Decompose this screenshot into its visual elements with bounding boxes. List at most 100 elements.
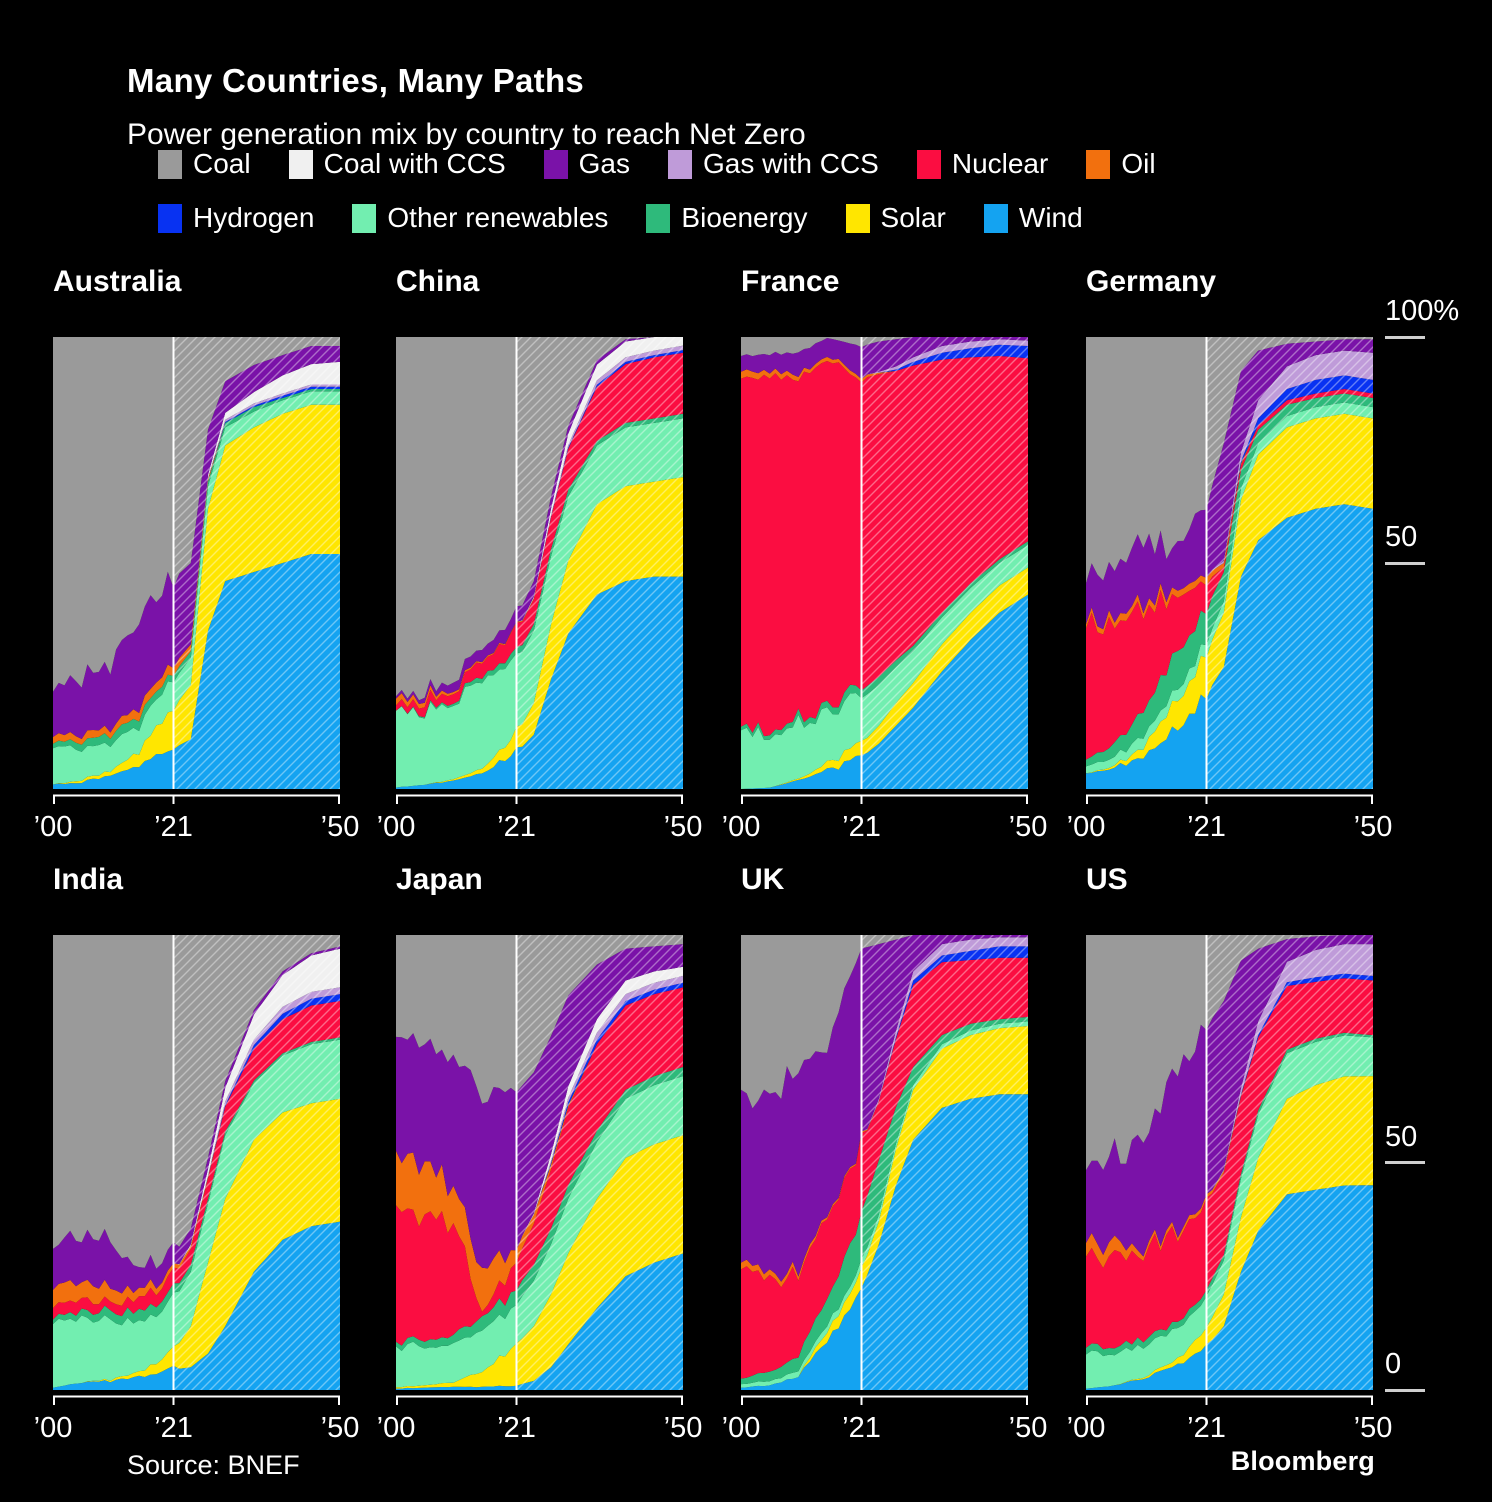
x-axis-label: ’50 [320,1412,360,1444]
legend-label: Oil [1121,148,1156,179]
forecast-hatch-overlay [861,935,1028,1390]
country-chart-uk: UK ’00 ’21 ’50 [722,863,1048,1444]
legend-label: Hydrogen [193,202,315,233]
legend-item-oil: Oil [1086,148,1156,180]
forecast-hatch-overlay [861,337,1028,789]
legend-item-bioenergy: Bioenergy [646,202,808,234]
oil-swatch-icon [1086,149,1111,179]
forecast-divider [172,337,175,789]
x-axis-label: ’00 [376,811,416,843]
x-axis-label: ’00 [1066,1412,1106,1444]
forecast-divider [860,337,863,789]
area-other_renewables [396,418,683,788]
country-chart-japan: Japan ’00 ’21 ’50 [377,863,703,1444]
x-axis-label: ’00 [721,1412,761,1444]
solar-swatch-icon [845,203,870,233]
legend-label: Coal with CCS [323,148,506,179]
country-title: Germany [1086,265,1217,298]
stacked-area-chart [53,935,340,1405]
country-title: India [53,863,124,896]
forecast-hatch-overlay [516,935,683,1390]
x-axis-label: ’21 [154,811,193,843]
legend-item-gas_ccs: Gas with CCS [668,148,879,180]
x-axis-ticks [53,795,340,804]
legend-row-2: Hydrogen Other renewables Bioenergy Solar Wi… [158,202,1083,234]
gas_ccs-swatch-icon [668,149,693,179]
x-axis-label: ’50 [1008,811,1048,843]
x-axis-label: ’21 [497,811,536,843]
area-coal [741,337,1028,357]
y-axis-tick-label: 50 [1385,521,1418,553]
area-gas [741,935,1028,1282]
brand-logo: Bloomberg [1230,1446,1375,1476]
area-coal [741,935,1028,1109]
legend-item-gas: Gas [543,148,631,180]
x-axis-ticks [741,795,1028,804]
x-axis-label: ’00 [376,1412,416,1444]
legend-item-other_renewables: Other renewables [352,202,608,234]
legend-label: Coal [193,148,251,179]
stacked-area-chart [741,935,1028,1405]
x-axis-label: ’50 [320,811,360,843]
y-axis-tick-label: 100% [1385,295,1460,327]
x-axis-label: ’00 [33,811,73,843]
area-nuclear [741,957,1028,1379]
area-oil [396,987,683,1312]
area-gas [53,946,340,1294]
legend-item-coal: Coal [158,148,251,180]
country-chart-france: France ’00 ’21 ’50 [722,265,1048,843]
country-title: US [1086,863,1128,896]
x-axis-ticks [396,1396,683,1405]
legend-row-1: Coal Coal with CCS Gas Gas with CCS Nuclear O… [158,148,1156,180]
stacked-area-chart [1086,935,1373,1405]
country-title: Japan [396,863,483,896]
x-axis-ticks [1086,795,1373,804]
y-axis-tick-label: 50 [1385,1121,1418,1153]
area-coal [1086,337,1373,584]
forecast-hatch-overlay [173,337,340,789]
country-title: UK [741,863,785,896]
x-axis-label: ’50 [663,811,703,843]
stacked-area-chart [1086,337,1373,804]
legend-label: Gas [578,148,631,179]
coal-swatch-icon [158,149,182,179]
stacked-area-chart [741,337,1028,804]
x-axis-label: ’50 [1353,811,1393,843]
forecast-hatch-overlay [173,935,340,1390]
country-chart-australia: Australia ’00 ’21 ’50 [34,265,360,843]
x-axis-ticks [1086,1396,1373,1405]
forecast-divider [172,935,175,1390]
x-axis-label: ’21 [842,1412,881,1444]
other_renewables-swatch-icon [352,203,377,233]
forecast-hatch-overlay [1206,337,1373,789]
legend-item-hydrogen: Hydrogen [158,202,314,234]
legend-label: Other renewables [387,202,609,233]
x-axis-label: ’00 [33,1412,73,1444]
x-axis-label: ’50 [1353,1412,1393,1444]
forecast-divider [860,935,863,1390]
y-axis-tick-mark [1385,1389,1425,1392]
legend-label: Gas with CCS [703,148,879,179]
x-axis-ticks [396,795,683,804]
stacked-area-chart [396,935,683,1405]
legend-item-nuclear: Nuclear [916,148,1049,180]
country-chart-india: India ’00 ’21 ’50 [34,863,360,1444]
legend-item-wind: Wind [983,202,1083,234]
nuclear-swatch-icon [916,149,941,179]
country-chart-germany: Germany ’00 ’21 ’50 [1067,265,1393,843]
forecast-divider [515,935,518,1390]
legend-item-coal_ccs: Coal with CCS [288,148,506,180]
y-axis-tick-label: 0 [1385,1348,1402,1380]
legend-label: Nuclear [951,148,1049,179]
y-axis-tick-mark [1385,336,1425,339]
wind-swatch-icon [983,203,1008,233]
x-axis-label: ’21 [497,1412,536,1444]
x-axis-label: ’21 [1187,811,1226,843]
country-chart-us: US ’00 ’21 ’50 [1067,863,1393,1444]
bioenergy-swatch-icon [646,203,671,233]
page-title: Many Countries, Many Paths [127,62,585,100]
y-axis-tick-mark [1385,1161,1425,1164]
country-title: France [741,265,840,298]
stacked-area-chart [53,337,340,804]
